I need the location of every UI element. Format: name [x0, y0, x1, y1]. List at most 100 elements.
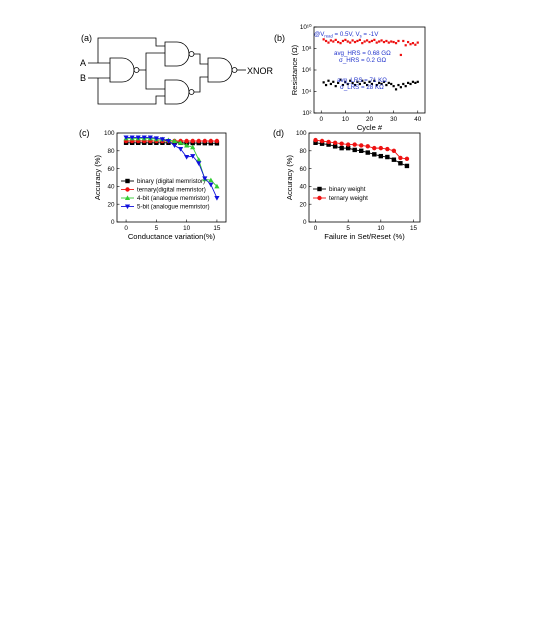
panel-b-point-red	[322, 38, 325, 41]
panel-d-series-0-point	[345, 145, 351, 151]
panel-b-point-red	[356, 39, 359, 43]
panel-b-x-tick-label: 0	[319, 116, 323, 123]
panel-d-series-1-point	[319, 138, 325, 144]
panel-c-chart: (c) 0 5 10 15 0 20 40 60 80 100 Conductance variat…	[79, 128, 227, 241]
panel-d-legend-marker-1	[317, 195, 322, 201]
panel-c-series-3-point	[196, 161, 202, 166]
panel-b-point-red	[346, 40, 349, 43]
panel-d-series-0-point	[365, 150, 370, 155]
panel-c-series-line-3	[126, 136, 218, 199]
panel-c-series-2-point	[196, 157, 202, 162]
panel-d-series-0-point	[372, 152, 377, 157]
panel-b-point-red	[368, 40, 371, 44]
panel-b-point-black	[351, 81, 354, 84]
panel-c-series-0-point	[208, 141, 214, 146]
nand-gate-1	[109, 57, 135, 83]
panel-c-series-3-point	[141, 135, 147, 141]
panel-c-series-3-point	[177, 147, 184, 152]
panel-d-y-tick-label: 60	[299, 166, 307, 173]
panel-d-x-tick-label: 0	[314, 225, 318, 232]
panel-d-x-axis-label: Failure in Set/Reset (%)	[324, 232, 405, 241]
panel-d-x-tick-label: 10	[377, 225, 385, 232]
panel-b-point-black	[324, 83, 328, 87]
panel-b-point-red	[404, 44, 407, 47]
panel-d-legend-label-1: ternary weight	[329, 195, 368, 202]
panel-b-x-tick-label: 40	[414, 116, 422, 123]
panel-b-point-black	[346, 82, 349, 86]
panel-b-point-red	[327, 41, 330, 44]
panel-c-series-2-point	[184, 142, 190, 148]
panel-d-y-tick-label: 80	[299, 148, 307, 155]
panel-b-point-red	[358, 38, 361, 41]
panel-c-legend-marker-2	[124, 195, 131, 200]
panel-b-point-black	[414, 81, 417, 84]
panel-b-point-black	[390, 82, 393, 86]
panel-b-point-red	[365, 39, 369, 42]
panel-d-series-1-point	[313, 137, 318, 143]
panel-b-point-black	[380, 82, 383, 86]
panel-d-series-1-point	[378, 145, 384, 151]
panel-c-series-3-point	[147, 135, 153, 141]
output-label: XNOR	[247, 66, 274, 76]
panel-d-series-1-point	[365, 144, 370, 149]
panel-b-point-red	[329, 39, 332, 42]
panel-c-series-2-point	[190, 144, 196, 150]
panel-d-plot-frame	[308, 132, 421, 223]
panel-b-point-black	[392, 85, 395, 88]
conditions-annotation: @Vread = 0.5V, Vs = -1V	[314, 31, 379, 39]
panel-b-point-black	[358, 82, 361, 86]
panel-d-series-0-point	[339, 145, 344, 151]
panel-c-series-2-point	[177, 140, 184, 145]
nand-gate-2	[164, 41, 190, 67]
panel-c-y-tick-label: 60	[107, 166, 115, 173]
panel-b-point-red	[411, 42, 415, 45]
panel-b-point-black	[387, 81, 390, 84]
panel-d-x-tick-label: 5	[346, 225, 350, 232]
panel-b-point-red	[380, 39, 383, 42]
panel-c-legend-label-2: 4-bit (analogue memristor)	[137, 195, 210, 202]
panel-c-legend-marker-3	[124, 204, 131, 210]
panel-b-point-red	[344, 38, 347, 41]
panel-b-point-black	[397, 83, 400, 87]
panel-b-y-tick-label: 10²	[302, 110, 311, 117]
panel-b-point-black	[334, 85, 337, 88]
panel-b-point-red	[351, 39, 354, 42]
panel-b-annotations: @Vread = 0.5V, Vs = -1V avg_HRS = 0.68 G…	[314, 31, 391, 91]
panel-b-point-black	[341, 83, 345, 87]
nand-gate-3-bubble	[188, 89, 195, 95]
panel-b-point-red	[409, 43, 412, 46]
panel-a-label: (a)	[81, 33, 92, 43]
panel-b-point-black	[375, 83, 378, 87]
panel-b-x-tick-label: 20	[366, 116, 374, 123]
panel-b-point-black	[399, 86, 402, 89]
panel-d-series-1-point	[385, 146, 390, 152]
panel-b-point-black	[407, 81, 410, 84]
panel-b-point-black	[349, 79, 352, 82]
input-a-label: A	[80, 58, 86, 68]
panel-b-point-red	[416, 41, 419, 44]
panel-d-series-1-point	[398, 155, 403, 161]
panel-c-series-3-point	[135, 135, 141, 141]
panel-c-legend-marker-0	[125, 178, 130, 184]
panel-d-y-tick-label: 100	[296, 130, 307, 137]
panel-d-series-0-point	[313, 140, 318, 145]
panel-c-series-3-point	[214, 195, 220, 201]
panel-d-series-1-point	[326, 139, 331, 145]
panel-c-legend-label-0: binary (digital memristor)	[137, 178, 205, 185]
panel-b-point-red	[332, 40, 335, 43]
panel-b-point-black	[356, 80, 359, 83]
panel-b-point-red	[394, 42, 398, 45]
panel-b-point-red	[414, 43, 417, 46]
panel-c-legend-label-1: ternary(digital memristor)	[137, 187, 206, 194]
panel-b-point-red	[349, 41, 352, 44]
panel-d-series-0-point	[332, 144, 338, 149]
panel-d-y-tick-label: 20	[299, 201, 307, 208]
panel-d-series-0-point	[352, 147, 357, 153]
panel-b-point-black	[337, 81, 340, 84]
panel-d-series-1-point	[391, 148, 397, 153]
panel-b-point-red	[382, 40, 386, 44]
panel-b-point-red	[397, 39, 400, 43]
panel-c-series-3-point	[129, 135, 135, 141]
panel-d-series-0-point	[398, 161, 403, 166]
panel-c-y-tick-label: 40	[107, 184, 115, 191]
